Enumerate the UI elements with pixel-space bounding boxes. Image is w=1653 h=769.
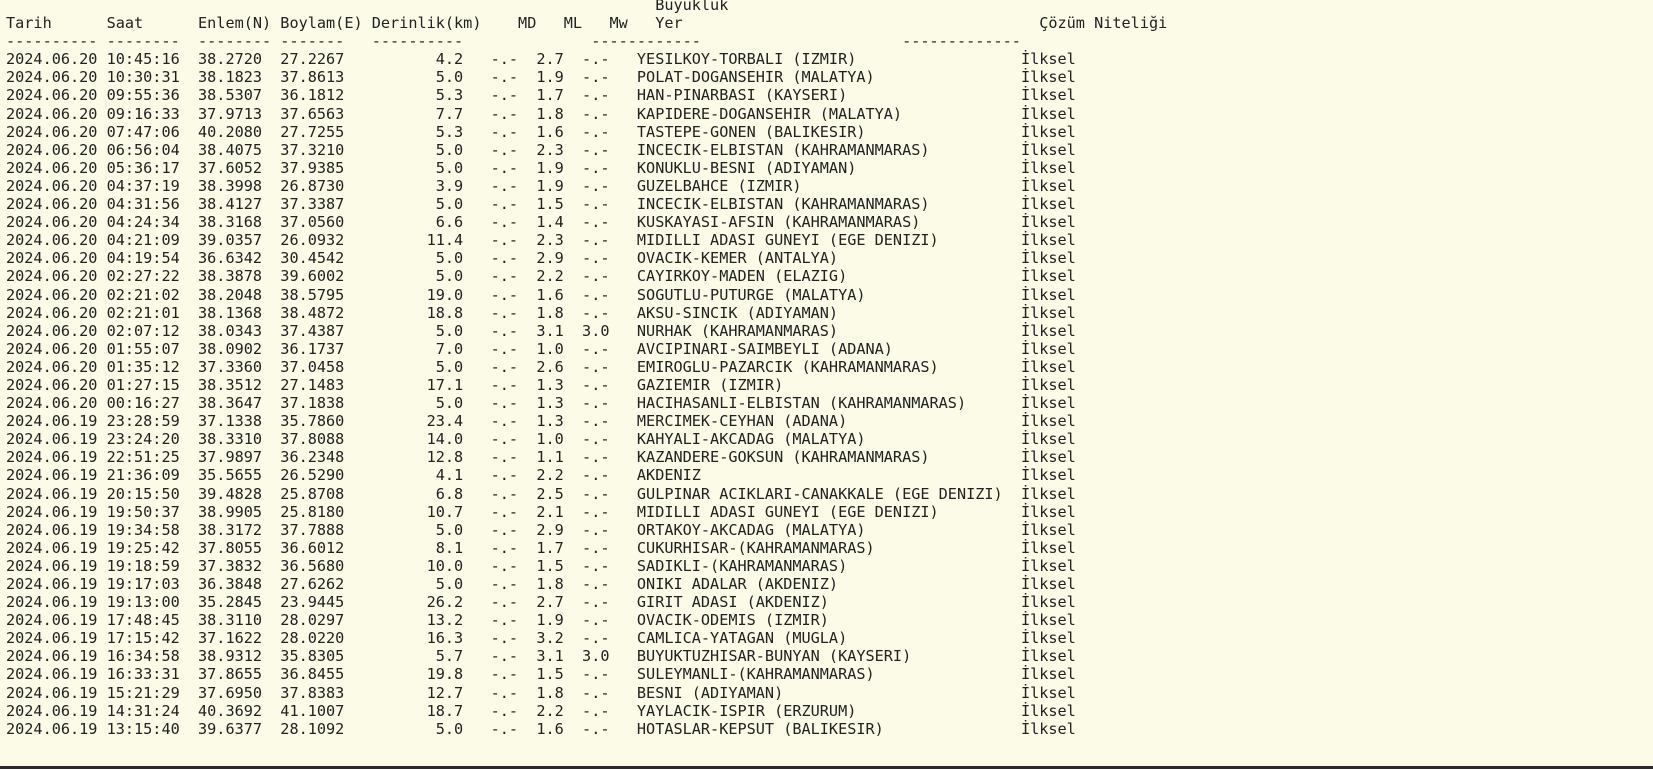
table-row: 2024.06.20 04:37:19 38.3998 26.8730 3.9 …	[6, 176, 1076, 195]
table-row: 2024.06.20 02:21:02 38.2048 38.5795 19.0…	[6, 285, 1076, 304]
table-row: 2024.06.20 06:56:04 38.4075 37.3210 5.0 …	[6, 140, 1076, 159]
bottom-edge-rule	[0, 766, 1653, 769]
table-row: 2024.06.20 05:36:17 37.6052 37.9385 5.0 …	[6, 158, 1076, 177]
table-row: 2024.06.19 19:34:58 38.3172 37.7888 5.0 …	[6, 520, 1076, 539]
magnitude-group-header: Büyüklük	[6, 0, 729, 14]
table-row: 2024.06.20 02:21:01 38.1368 38.4872 18.8…	[6, 303, 1076, 322]
table-row: 2024.06.19 19:13:00 35.2845 23.9445 26.2…	[6, 593, 1076, 612]
table-row: 2024.06.20 04:24:34 38.3168 37.0560 6.6 …	[6, 213, 1076, 232]
table-row: 2024.06.20 04:19:54 36.6342 30.4542 5.0 …	[6, 249, 1076, 268]
table-row: 2024.06.19 23:24:20 38.3310 37.8088 14.0…	[6, 430, 1076, 449]
table-row: 2024.06.19 19:17:03 36.3848 27.6262 5.0 …	[6, 575, 1076, 593]
table-row: 2024.06.20 09:55:36 38.5307 36.1812 5.3 …	[6, 86, 1076, 105]
table-row: 2024.06.20 02:07:12 38.0343 37.4387 5.0 …	[6, 321, 1076, 340]
table-row: 2024.06.20 04:31:56 38.4127 37.3387 5.0 …	[6, 195, 1076, 214]
earthquake-report-pre: Büyüklük Tarih Saat Enlem(N) Boylam(E) De…	[6, 0, 1167, 738]
table-row: 2024.06.19 21:36:09 35.5655 26.5290 4.1 …	[6, 466, 1076, 485]
table-row: 2024.06.20 00:16:27 38.3647 37.1838 5.0 …	[6, 394, 1076, 413]
table-row: 2024.06.20 04:21:09 39.0357 26.0932 11.4…	[6, 231, 1076, 250]
table-row: 2024.06.19 17:15:42 37.1622 28.0220 16.3…	[6, 629, 1076, 648]
table-row: 2024.06.20 09:16:33 37.9713 37.6563 7.7 …	[6, 104, 1076, 123]
table-row: 2024.06.19 19:18:59 37.3832 36.5680 10.0…	[6, 556, 1076, 575]
table-row: 2024.06.19 16:34:58 38.9312 35.8305 5.7 …	[6, 647, 1076, 666]
table-row: 2024.06.20 07:47:06 40.2080 27.7255 5.3 …	[6, 122, 1076, 141]
table-row: 2024.06.19 16:33:31 37.8655 36.8455 19.8…	[6, 665, 1076, 684]
table-row: 2024.06.20 10:30:31 38.1823 37.8613 5.0 …	[6, 68, 1076, 87]
table-row: 2024.06.19 14:31:24 40.3692 41.1007 18.7…	[6, 701, 1076, 720]
table-header-row: Tarih Saat Enlem(N) Boylam(E) Derinlik(k…	[6, 14, 1168, 33]
table-row: 2024.06.19 19:25:42 37.8055 36.6012 8.1 …	[6, 538, 1076, 557]
table-row: 2024.06.20 10:45:16 38.2720 27.2267 4.2 …	[6, 50, 1076, 69]
table-row: 2024.06.19 22:51:25 37.9897 36.2348 12.8…	[6, 448, 1076, 467]
table-row: 2024.06.20 02:27:22 38.3878 39.6002 5.0 …	[6, 267, 1076, 286]
table-row: 2024.06.19 17:48:45 38.3110 28.0297 13.2…	[6, 611, 1076, 630]
table-row: 2024.06.19 15:21:29 37.6950 37.8383 12.7…	[6, 683, 1076, 702]
table-row: 2024.06.20 01:35:12 37.3360 37.0458 5.0 …	[6, 357, 1076, 376]
table-row: 2024.06.19 20:15:50 39.4828 25.8708 6.8 …	[6, 484, 1076, 503]
table-row: 2024.06.20 01:27:15 38.3512 27.1483 17.1…	[6, 375, 1076, 394]
table-row: 2024.06.20 01:55:07 38.0902 36.1737 7.0 …	[6, 339, 1076, 358]
table-row: 2024.06.19 19:50:37 38.9905 25.8180 10.7…	[6, 502, 1076, 521]
table-header-rule: ---------- -------- -------- ------- ---…	[6, 32, 1021, 51]
table-row: 2024.06.19 23:28:59 37.1338 35.7860 23.4…	[6, 412, 1076, 431]
table-row: 2024.06.19 13:15:40 39.6377 28.1092 5.0 …	[6, 719, 1076, 738]
